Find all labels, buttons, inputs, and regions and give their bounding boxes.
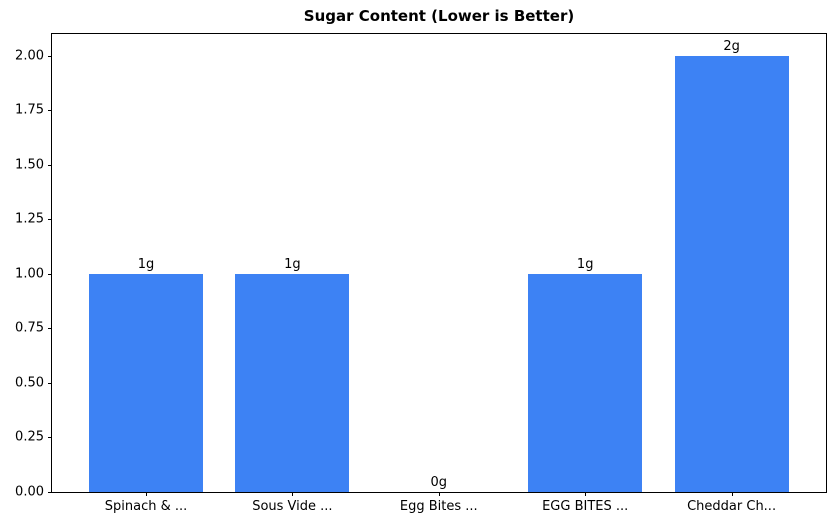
y-tick-label: 1.00	[15, 266, 44, 282]
bar-value-label: 1g	[137, 256, 155, 272]
bar	[89, 273, 203, 492]
x-tick-label: Cheddar Ch...	[687, 499, 777, 514]
y-tick-mark	[48, 492, 52, 493]
x-tick-mark	[585, 492, 587, 496]
y-tick-mark	[48, 219, 52, 221]
x-tick-label: EGG BITES ...	[542, 499, 629, 514]
bar-value-label: 1g	[284, 256, 301, 272]
y-tick-label: 0.75	[15, 320, 44, 336]
bar-value-label: 2g	[723, 38, 740, 54]
x-tick-mark	[146, 492, 147, 496]
y-tick-mark	[48, 164, 52, 166]
y-tick-label: 0.25	[15, 429, 44, 445]
x-tick-mark	[438, 492, 440, 496]
y-tick-mark	[48, 328, 52, 330]
bar	[674, 55, 789, 492]
bar-value-label: 1g	[576, 256, 594, 272]
bar	[235, 273, 350, 492]
chart-title: Sugar Content (Lower is Better)	[303, 7, 575, 25]
x-tick-mark	[731, 492, 733, 496]
y-tick-mark	[48, 273, 52, 275]
y-tick-label: 0.50	[15, 375, 44, 391]
x-tick-label: Egg Bites ...	[399, 499, 478, 514]
x-tick-label: Spinach & ...	[104, 499, 188, 514]
y-tick-label: 0.00	[15, 484, 44, 500]
x-tick-mark	[292, 492, 294, 496]
y-tick-mark	[48, 110, 52, 112]
bar	[528, 273, 643, 492]
bar-value-label: 0g	[430, 475, 448, 490]
y-tick-label: 1.50	[15, 157, 44, 173]
plot-area: 0.00 0.25 0.50 0.75 1.00 1.25 1.50 1.75 2.00 1g Sp…	[15, 33, 827, 514]
x-tick-label: Sous Vide ...	[252, 499, 333, 514]
y-tick-mark	[48, 55, 52, 57]
y-tick-label: 2.00	[15, 48, 44, 64]
y-tick-mark	[48, 382, 52, 384]
y-tick-label: 1.25	[15, 211, 44, 227]
y-tick-label: 1.75	[15, 102, 44, 118]
y-tick-mark	[48, 437, 52, 439]
